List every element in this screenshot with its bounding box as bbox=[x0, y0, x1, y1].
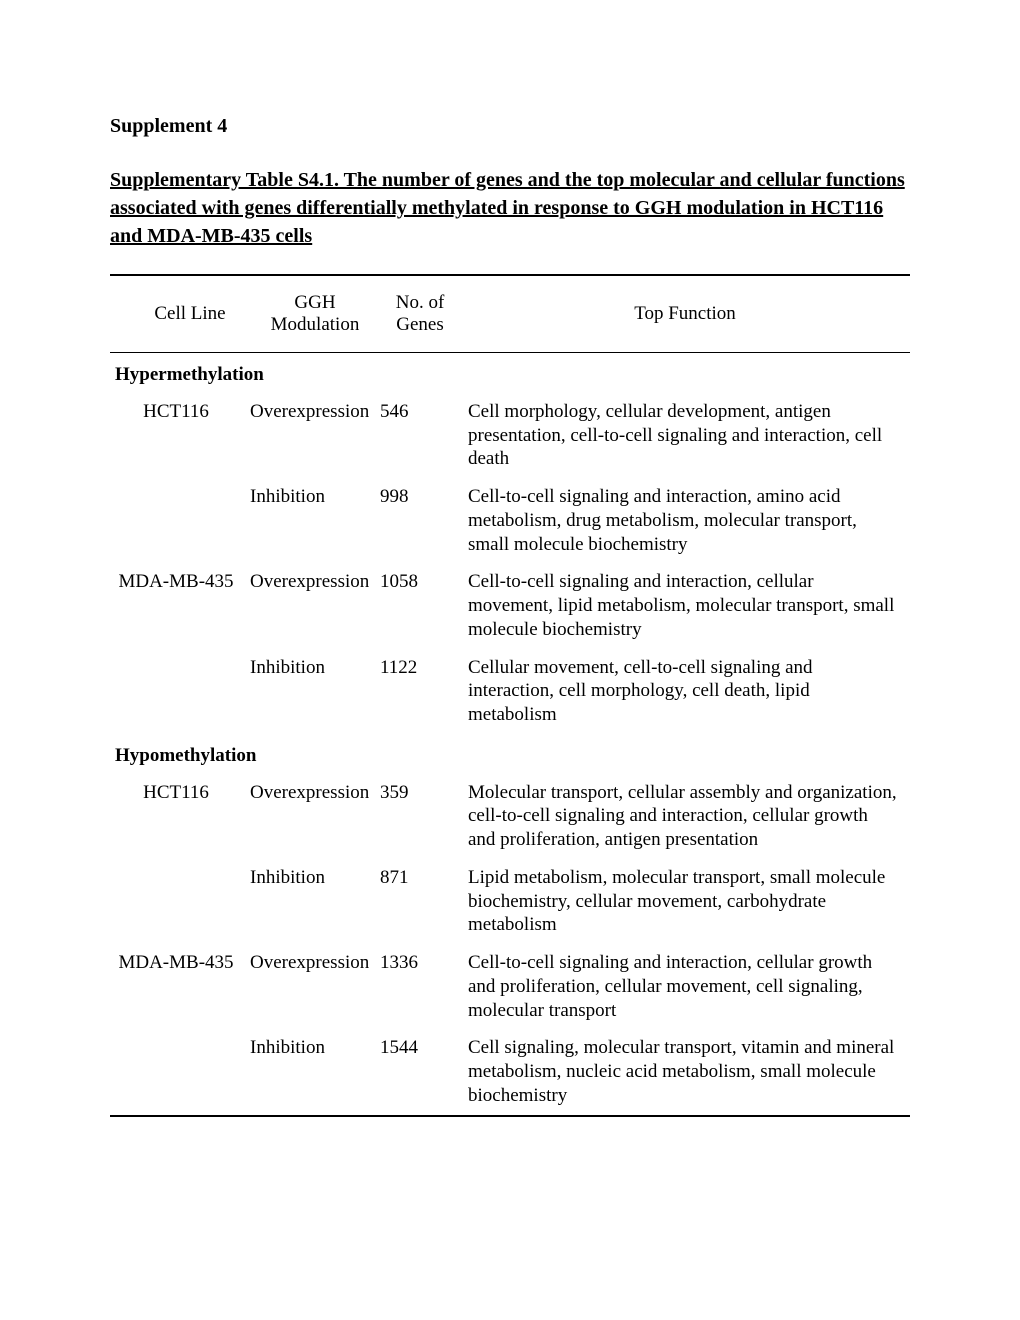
table-row: Inhibition 871 Lipid metabolism, molecul… bbox=[110, 859, 910, 944]
cell-line-value: HCT116 bbox=[110, 393, 250, 478]
genes-value: 1122 bbox=[380, 649, 460, 734]
cell-line-value: MDA-MB-435 bbox=[110, 563, 250, 648]
genes-value: 871 bbox=[380, 859, 460, 944]
table-row: Inhibition 1122 Cellular movement, cell-… bbox=[110, 649, 910, 734]
table-row: Inhibition 1544 Cell signaling, molecula… bbox=[110, 1029, 910, 1115]
col-header-genes-line2: Genes bbox=[396, 314, 443, 335]
cell-line-value: HCT116 bbox=[110, 774, 250, 859]
modulation-value: Overexpression bbox=[250, 393, 380, 478]
table-title: Supplementary Table S4.1. The number of … bbox=[110, 166, 910, 250]
cell-line-value: MDA-MB-435 bbox=[110, 944, 250, 1029]
table-row: MDA-MB-435 Overexpression 1058 Cell-to-c… bbox=[110, 563, 910, 648]
modulation-value: Overexpression bbox=[250, 774, 380, 859]
modulation-value: Inhibition bbox=[250, 1029, 380, 1115]
section-title: Hypermethylation bbox=[110, 353, 910, 393]
table-row: HCT116 Overexpression 359 Molecular tran… bbox=[110, 774, 910, 859]
cell-line-value bbox=[110, 649, 250, 734]
section-header-row: Hypermethylation bbox=[110, 353, 910, 393]
section-title: Hypomethylation bbox=[110, 734, 910, 774]
genes-value: 359 bbox=[380, 774, 460, 859]
genes-value: 1336 bbox=[380, 944, 460, 1029]
cell-line-value bbox=[110, 859, 250, 944]
col-header-genes: No. of Genes bbox=[380, 275, 460, 353]
table-row: Inhibition 998 Cell-to-cell signaling an… bbox=[110, 478, 910, 563]
modulation-value: Inhibition bbox=[250, 859, 380, 944]
col-header-cellline: Cell Line bbox=[110, 275, 250, 353]
function-value: Cell-to-cell signaling and interaction, … bbox=[460, 563, 910, 648]
table-row: MDA-MB-435 Overexpression 1336 Cell-to-c… bbox=[110, 944, 910, 1029]
supplement-heading: Supplement 4 bbox=[110, 115, 910, 138]
col-header-modulation-line1: GGH bbox=[294, 292, 335, 313]
modulation-value: Inhibition bbox=[250, 649, 380, 734]
genes-value: 1544 bbox=[380, 1029, 460, 1115]
genes-value: 1058 bbox=[380, 563, 460, 648]
function-value: Lipid metabolism, molecular transport, s… bbox=[460, 859, 910, 944]
function-value: Cell signaling, molecular transport, vit… bbox=[460, 1029, 910, 1115]
col-header-function: Top Function bbox=[460, 275, 910, 353]
table-body: Hypermethylation HCT116 Overexpression 5… bbox=[110, 353, 910, 1116]
function-value: Cellular movement, cell-to-cell signalin… bbox=[460, 649, 910, 734]
table-row: HCT116 Overexpression 546 Cell morpholog… bbox=[110, 393, 910, 478]
function-value: Cell-to-cell signaling and interaction, … bbox=[460, 944, 910, 1029]
col-header-modulation-line2: Modulation bbox=[271, 314, 360, 335]
table-header-row: Cell Line GGH Modulation No. of Genes To… bbox=[110, 275, 910, 353]
data-table: Cell Line GGH Modulation No. of Genes To… bbox=[110, 274, 910, 1117]
modulation-value: Inhibition bbox=[250, 478, 380, 563]
function-value: Cell morphology, cellular development, a… bbox=[460, 393, 910, 478]
function-value: Cell-to-cell signaling and interaction, … bbox=[460, 478, 910, 563]
col-header-modulation: GGH Modulation bbox=[250, 275, 380, 353]
col-header-genes-line1: No. of bbox=[396, 292, 445, 313]
modulation-value: Overexpression bbox=[250, 944, 380, 1029]
cell-line-value bbox=[110, 1029, 250, 1115]
modulation-value: Overexpression bbox=[250, 563, 380, 648]
genes-value: 546 bbox=[380, 393, 460, 478]
section-header-row: Hypomethylation bbox=[110, 734, 910, 774]
function-value: Molecular transport, cellular assembly a… bbox=[460, 774, 910, 859]
cell-line-value bbox=[110, 478, 250, 563]
genes-value: 998 bbox=[380, 478, 460, 563]
